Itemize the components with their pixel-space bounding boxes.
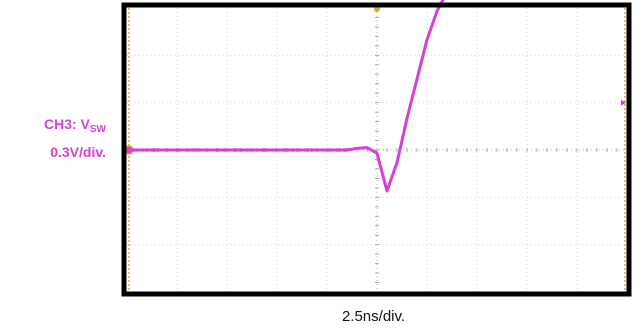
timebase-label: 2.5ns/div. [341,308,406,325]
channel-name-label: CH3: VSW [8,115,106,139]
channel-name-text: CH3: V [43,116,90,132]
plot-border [121,2,632,297]
channel-scale-label: 0.3V/div. [50,144,106,160]
waveform-noise [127,148,348,152]
plot-grid [127,8,627,292]
channel-name-subscript: SW [89,124,106,135]
trigger-level-marker [621,99,626,106]
